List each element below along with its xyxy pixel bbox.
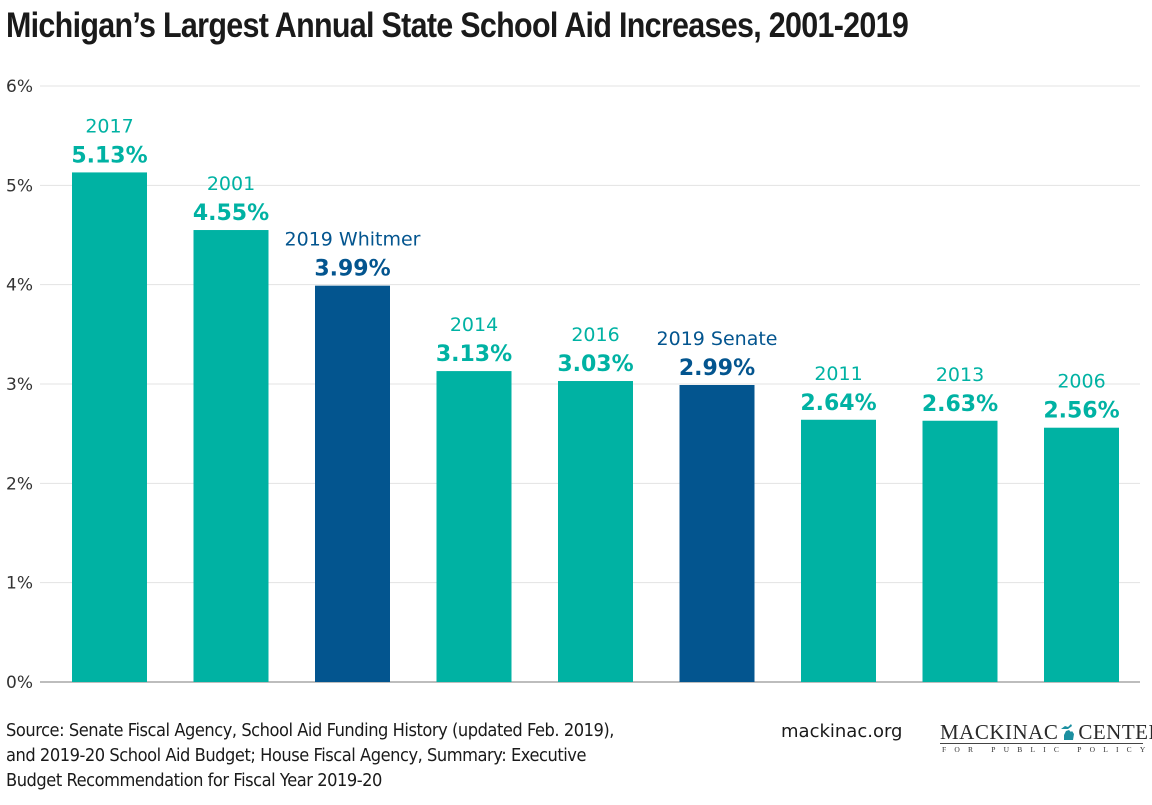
bar-category-label: 2011 <box>814 363 862 385</box>
y-tick-label: 6% <box>6 77 33 97</box>
mackinac-center-logo: MACKINAC CENTER FOR PUBLIC POLICY <box>940 712 1152 754</box>
source-line: Budget Recommendation for Fiscal Year 20… <box>6 771 382 791</box>
y-axis-ticks: 0% 1% 2% 3% 4% 5% 6% <box>6 77 33 693</box>
bar-value-label: 2.63% <box>922 392 998 417</box>
chart-title: Michigan’s Largest Annual State School A… <box>6 6 909 45</box>
logo-text-right: CENTER <box>1078 720 1152 744</box>
bar-value-label: 2.64% <box>800 391 876 416</box>
bar-category-label: 2006 <box>1057 371 1105 393</box>
bar-value-label: 3.99% <box>314 257 390 282</box>
bar-value-label: 3.03% <box>557 352 633 377</box>
bar-category-label: 2019 Whitmer <box>285 229 421 251</box>
bar <box>922 420 998 682</box>
michigan-map-icon <box>1061 724 1075 740</box>
logo-rule <box>940 743 1143 744</box>
bar <box>72 172 147 683</box>
bar <box>436 371 512 682</box>
y-tick-label: 0% <box>6 673 33 693</box>
bar-category-label: 2017 <box>85 115 133 137</box>
y-tick-label: 3% <box>6 375 33 395</box>
bar-category-label: 2013 <box>936 364 984 386</box>
y-tick-label: 1% <box>6 574 33 594</box>
bar-value-label: 4.55% <box>193 201 269 226</box>
bar-category-label: 2014 <box>450 314 498 336</box>
bar <box>679 384 755 682</box>
bar-value-label: 5.13% <box>71 143 147 168</box>
website-link[interactable]: mackinac.org <box>781 721 903 742</box>
y-tick-label: 4% <box>6 276 33 296</box>
bar-labels: 5.13% 2017 4.55% 2001 3.99% 2019 Whitmer 3.13%… <box>71 115 1119 423</box>
bar-category-label: 2016 <box>571 324 619 346</box>
bar-value-label: 3.13% <box>436 342 512 367</box>
source-line: and 2019-20 School Aid Budget; House Fis… <box>6 746 587 766</box>
bar-value-label: 2.56% <box>1043 399 1119 424</box>
bar <box>315 285 390 682</box>
bar-category-label: 2001 <box>207 173 255 195</box>
bar <box>558 381 633 682</box>
y-tick-label: 2% <box>6 474 33 494</box>
source-line: Source: Senate Fiscal Agency, School Aid… <box>6 721 614 741</box>
bar <box>1044 427 1119 682</box>
logo-text-left: MACKINAC <box>940 720 1059 744</box>
logo-tagline: FOR PUBLIC POLICY <box>942 745 1152 754</box>
bar-chart: 0% 1% 2% 3% 4% 5% 6% 5.13% 2017 4.55% 2001 3.99% 20… <box>6 77 1140 693</box>
bar <box>801 419 876 682</box>
bars <box>72 172 1119 683</box>
bar-category-label: 2019 Senate <box>657 328 778 350</box>
bar-value-label: 2.99% <box>679 356 755 381</box>
source-note: Source: Senate Fiscal Agency, School Aid… <box>6 719 614 794</box>
bar <box>193 230 269 683</box>
y-tick-label: 5% <box>6 176 33 196</box>
